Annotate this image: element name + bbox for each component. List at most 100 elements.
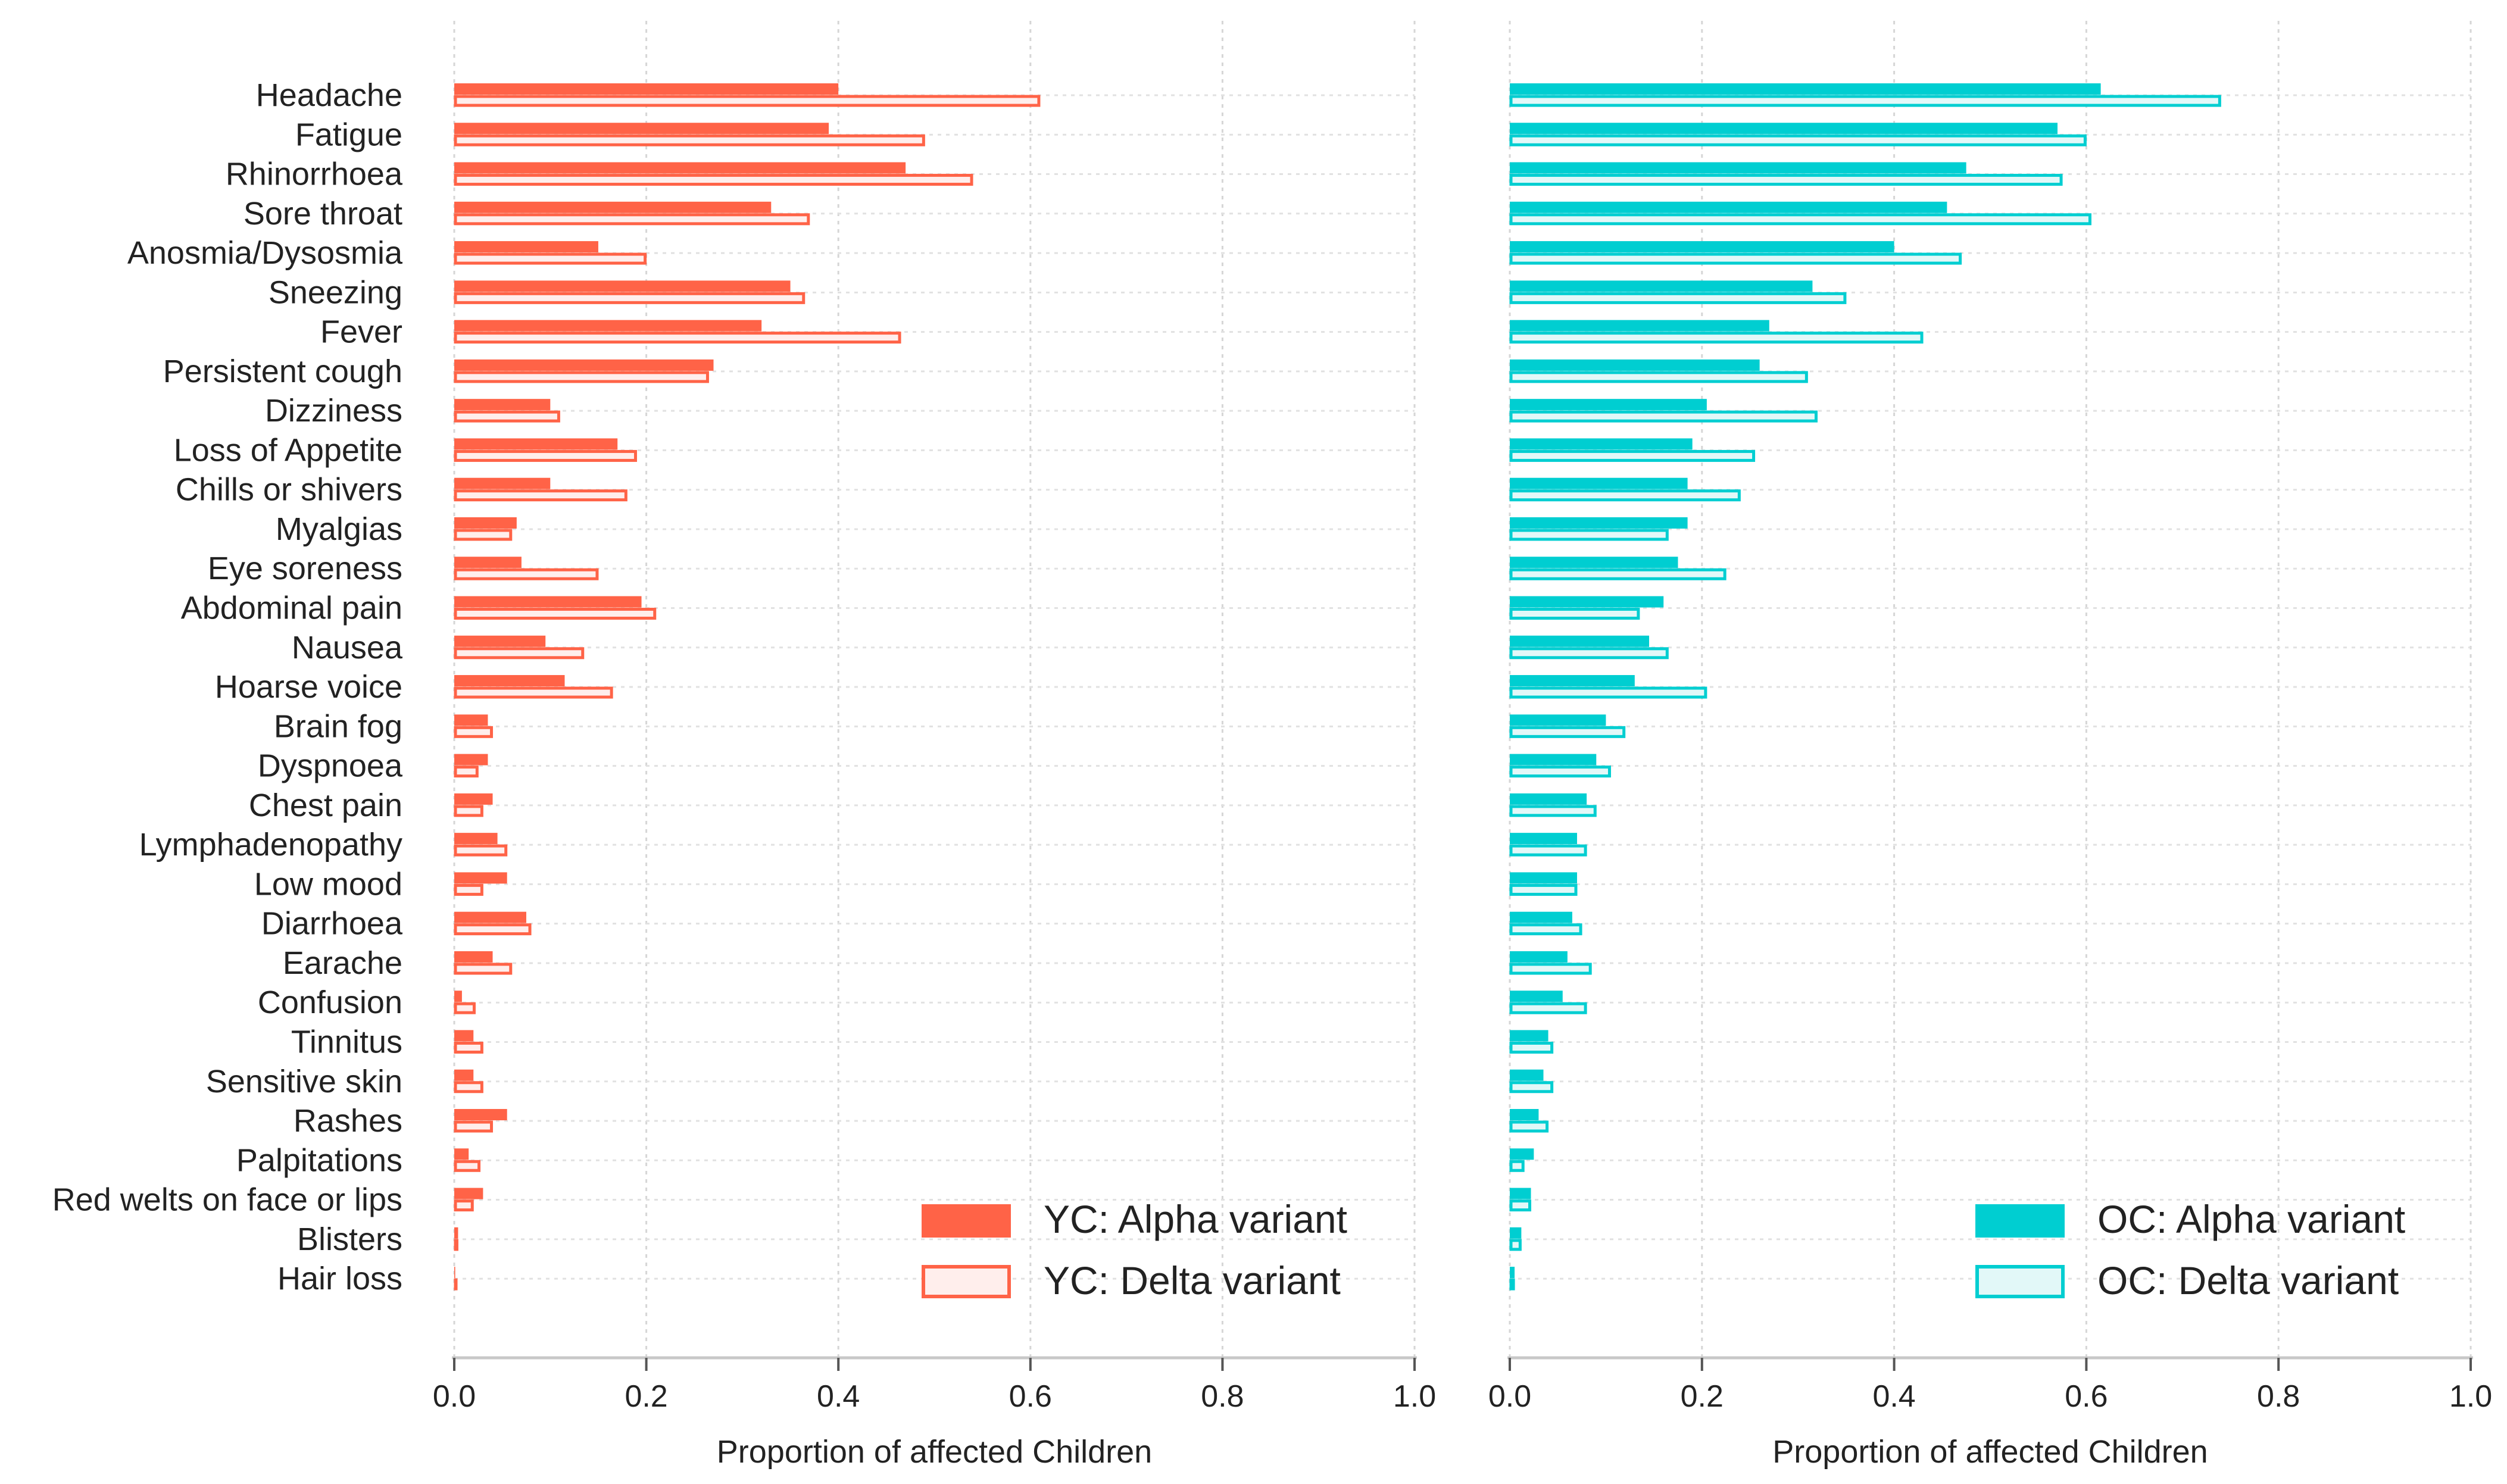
oc-bar-alpha <box>1510 675 1635 687</box>
yc-x-tick-label: 0.0 <box>433 1379 476 1414</box>
yc-bar-alpha <box>454 517 517 529</box>
oc-bar-delta <box>1509 410 1818 423</box>
oc-x-tick-label: 0.8 <box>2257 1379 2300 1414</box>
yc-bar-delta <box>454 844 508 857</box>
oc-bar-delta <box>1509 332 1924 344</box>
category-label: Hair loss <box>277 1261 402 1296</box>
oc-bar-alpha <box>1510 1188 1531 1199</box>
yc-legend-swatch-alpha <box>922 1204 1011 1238</box>
category-label: Earache <box>283 945 402 981</box>
category-label: Blisters <box>297 1221 402 1257</box>
oc-bar-alpha <box>1510 557 1678 568</box>
oc-bar-alpha <box>1510 162 1966 174</box>
yc-bar-alpha <box>454 991 462 1002</box>
category-label: Fatigue <box>295 117 402 152</box>
yc-bar-delta <box>454 1239 458 1251</box>
oc-bar-alpha <box>1510 241 1894 253</box>
yc-bar-alpha <box>454 793 493 805</box>
oc-bar-delta <box>1509 292 1847 304</box>
category-label: Myalgias <box>276 511 402 547</box>
yc-bar-alpha <box>454 1109 507 1121</box>
yc-legend-label-delta: YC: Delta variant <box>1044 1258 1341 1302</box>
oc-bar-delta <box>1509 1041 1554 1054</box>
oc-bar-delta <box>1509 686 1707 699</box>
category-label: Sore throat <box>243 196 402 232</box>
oc-bar-delta <box>1509 134 2087 146</box>
oc-bar-delta <box>1509 449 1756 462</box>
yc-x-tick-label: 0.2 <box>625 1379 667 1414</box>
yc-bar-delta <box>454 529 513 541</box>
yc-bar-delta <box>454 805 483 817</box>
category-label: Chest pain <box>249 788 402 823</box>
yc-bar-delta <box>454 489 627 502</box>
oc-bar-delta <box>1509 963 1592 975</box>
yc-bar-delta <box>454 134 925 146</box>
yc-bar-alpha <box>454 241 598 253</box>
oc-bar-alpha <box>1510 714 1606 726</box>
yc-bar-delta <box>454 292 806 304</box>
category-label: Brain fog <box>274 708 402 744</box>
oc-x-tick-label: 0.2 <box>1681 1379 1724 1414</box>
yc-bar-delta <box>454 1160 481 1172</box>
oc-bar-delta <box>1509 726 1626 738</box>
yc-bar-delta <box>454 95 1041 107</box>
oc-bar-alpha <box>1510 833 1577 845</box>
oc-bar-alpha <box>1510 399 1707 411</box>
oc-bar-alpha <box>1510 635 1650 647</box>
oc-bar-alpha <box>1510 1069 1544 1081</box>
oc-bar-delta <box>1509 174 2063 186</box>
oc-legend-label-alpha: OC: Alpha variant <box>2097 1197 2405 1241</box>
category-label: Loss of Appetite <box>174 432 402 468</box>
oc-bar-delta <box>1509 95 2221 107</box>
oc-bar-delta <box>1509 1081 1554 1094</box>
yc-bar-alpha <box>454 280 791 292</box>
category-label: Persistent cough <box>163 354 402 389</box>
category-label: Eye soreness <box>208 551 402 586</box>
yc-bar-delta <box>454 883 483 896</box>
category-label: Red welts on face or lips <box>52 1182 402 1218</box>
oc-bar-alpha <box>1510 1227 1522 1239</box>
oc-bar-alpha <box>1510 1267 1515 1279</box>
yc-bar-alpha <box>454 833 498 845</box>
yc-bar-alpha <box>454 635 546 647</box>
yc-bar-alpha <box>454 872 507 884</box>
yc-bar-alpha <box>454 714 488 726</box>
category-label: Fever <box>320 314 402 350</box>
oc-bar-delta <box>1509 1199 1532 1212</box>
yc-bar-alpha <box>454 1188 483 1199</box>
oc-bar-delta <box>1509 529 1669 541</box>
category-label: Sensitive skin <box>206 1064 402 1099</box>
yc-bar-alpha <box>454 1030 474 1042</box>
oc-bar-alpha <box>1510 201 1947 213</box>
yc-bar-delta <box>454 449 637 462</box>
category-label: Low mood <box>254 866 402 902</box>
oc-bar-delta <box>1509 883 1578 896</box>
yc-bar-alpha <box>454 359 714 371</box>
oc-bar-delta <box>1509 213 2091 226</box>
yc-bar-delta <box>454 332 901 344</box>
oc-bar-delta <box>1509 568 1727 580</box>
oc-x-tick-label: 0.4 <box>1872 1379 1915 1414</box>
yc-bar-delta <box>454 410 560 423</box>
oc-bar-delta <box>1509 1278 1515 1291</box>
category-label: Palpitations <box>236 1142 402 1178</box>
yc-bar-alpha <box>454 477 551 489</box>
category-label: Headache <box>256 77 402 113</box>
yc-bar-delta <box>454 923 532 936</box>
oc-bar-alpha <box>1510 951 1568 963</box>
category-label: Rhinorrhoea <box>226 157 403 192</box>
category-label: Dyspnoea <box>258 748 403 784</box>
oc-bar-alpha <box>1510 438 1693 450</box>
oc-bar-delta <box>1509 608 1640 620</box>
oc-legend-swatch-alpha <box>1975 1204 2065 1238</box>
category-label: Hoarse voice <box>215 669 402 705</box>
oc-bar-delta <box>1509 1120 1549 1133</box>
oc-bar-delta <box>1509 489 1741 502</box>
yc-bar-delta <box>454 568 599 580</box>
yc-bar-delta <box>454 252 647 265</box>
yc-bar-alpha <box>454 675 565 687</box>
category-label: Anosmia/Dysosmia <box>127 235 403 271</box>
yc-x-tick-label: 0.6 <box>1009 1379 1052 1414</box>
yc-bar-delta <box>454 963 513 975</box>
